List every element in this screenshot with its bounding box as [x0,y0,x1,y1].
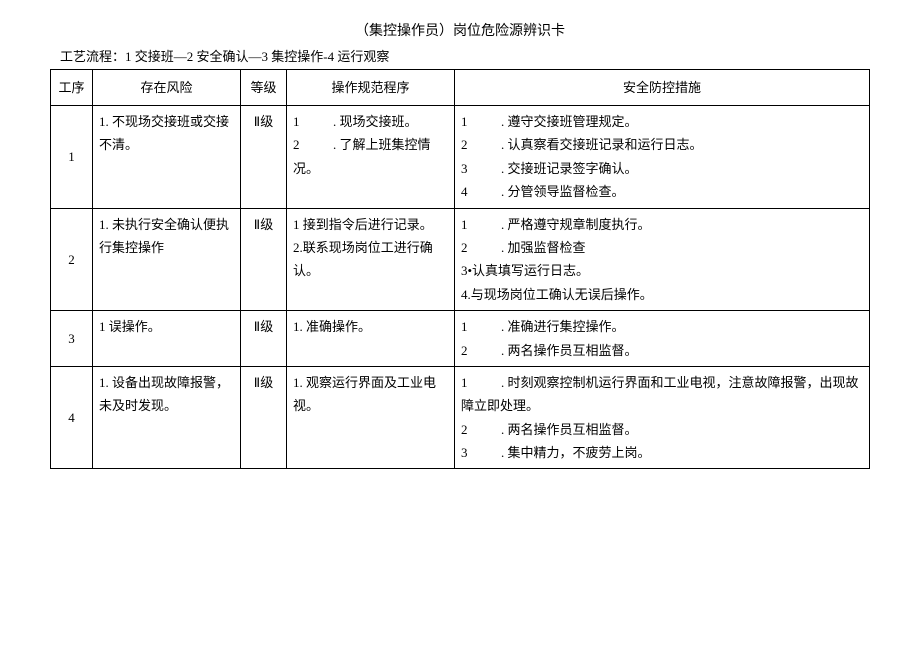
col-header-risk: 存在风险 [93,70,241,106]
cell-line: 1 接到指令后进行记录。 [293,213,448,236]
cell-measure: 1. 时刻观察控制机运行界面和工业电视，注意故障报警，出现故障立即处理。2. 两… [455,366,870,469]
cell-line: 2. 认真察看交接班记录和运行日志。 [461,133,863,156]
cell-risk: 1. 未执行安全确认便执行集控操作 [93,208,241,311]
cell-level: Ⅱ级 [241,311,287,367]
cell-line: 1. 设备出现故障报警，未及时发现。 [99,371,234,418]
cell-line: 3•认真填写运行日志。 [461,259,863,282]
process-flow-subtitle: 工艺流程：1 交接班—2 安全确认—3 集控操作-4 运行观察 [60,46,870,65]
cell-level: Ⅱ级 [241,208,287,311]
cell-line: 4.与现场岗位工确认无误后操作。 [461,283,863,306]
col-header-measure: 安全防控措施 [455,70,870,106]
cell-line: 1. 严格遵守规章制度执行。 [461,213,863,236]
cell-line: 2. 两名操作员互相监督。 [461,339,863,362]
table-row: 3 1 误操作。 Ⅱ级 1. 准确操作。 1. 准确进行集控操作。2. 两名操作员互相监… [51,311,870,367]
cell-line: 2.联系现场岗位工进行确认。 [293,236,448,283]
cell-line: 1. 遵守交接班管理规定。 [461,110,863,133]
cell-proc: 1. 观察运行界面及工业电视。 [287,366,455,469]
cell-seq: 3 [51,311,93,367]
cell-seq: 4 [51,366,93,469]
cell-line: 1. 观察运行界面及工业电视。 [293,371,448,418]
cell-line: 1. 时刻观察控制机运行界面和工业电视，注意故障报警，出现故障立即处理。 [461,371,863,418]
table-row: 11. 不现场交接班或交接不清。Ⅱ级1. 现场交接班。2. 了解上班集控情况。1… [51,106,870,209]
cell-proc: 1. 现场交接班。2. 了解上班集控情况。 [287,106,455,209]
page-title: （集控操作员）岗位危险源辨识卡 [50,20,870,40]
cell-seq: 1 [51,106,93,209]
table-row: 21. 未执行安全确认便执行集控操作Ⅱ级1 接到指令后进行记录。2.联系现场岗位… [51,208,870,311]
cell-measure: 1. 严格遵守规章制度执行。2. 加强监督检查3•认真填写运行日志。4.与现场岗… [455,208,870,311]
cell-line: 3. 集中精力，不疲劳上岗。 [461,441,863,464]
cell-level: Ⅱ级 [241,366,287,469]
cell-line: 4. 分管领导监督检查。 [461,180,863,203]
cell-line: 1. 未执行安全确认便执行集控操作 [99,213,234,260]
cell-measure: 1. 准确进行集控操作。2. 两名操作员互相监督。 [455,311,870,367]
cell-risk: 1. 不现场交接班或交接不清。 [93,106,241,209]
cell-line: 1. 不现场交接班或交接不清。 [99,110,234,157]
cell-seq: 2 [51,208,93,311]
col-header-seq: 工序 [51,70,93,106]
table-header-row: 工序 存在风险 等级 操作规范程序 安全防控措施 [51,70,870,106]
cell-line: 2. 加强监督检查 [461,236,863,259]
cell-line: 1. 现场交接班。 [293,110,448,133]
cell-line: 2. 了解上班集控情况。 [293,133,448,180]
cell-risk: 1. 设备出现故障报警，未及时发现。 [93,366,241,469]
cell-line: 3. 交接班记录签字确认。 [461,157,863,180]
cell-level: Ⅱ级 [241,106,287,209]
table-row: 41. 设备出现故障报警，未及时发现。Ⅱ级1. 观察运行界面及工业电视。1. 时… [51,366,870,469]
col-header-level: 等级 [241,70,287,106]
cell-measure: 1. 遵守交接班管理规定。2. 认真察看交接班记录和运行日志。3. 交接班记录签… [455,106,870,209]
cell-line: 1 误操作。 [99,315,234,338]
cell-line: 1. 准确进行集控操作。 [461,315,863,338]
cell-proc: 1. 准确操作。 [287,311,455,367]
cell-line: 1. 准确操作。 [293,315,448,338]
cell-proc: 1 接到指令后进行记录。2.联系现场岗位工进行确认。 [287,208,455,311]
cell-line: 2. 两名操作员互相监督。 [461,418,863,441]
hazard-table: 工序 存在风险 等级 操作规范程序 安全防控措施 11. 不现场交接班或交接不清… [50,69,870,469]
table-body: 11. 不现场交接班或交接不清。Ⅱ级1. 现场交接班。2. 了解上班集控情况。1… [51,106,870,469]
cell-risk: 1 误操作。 [93,311,241,367]
col-header-proc: 操作规范程序 [287,70,455,106]
